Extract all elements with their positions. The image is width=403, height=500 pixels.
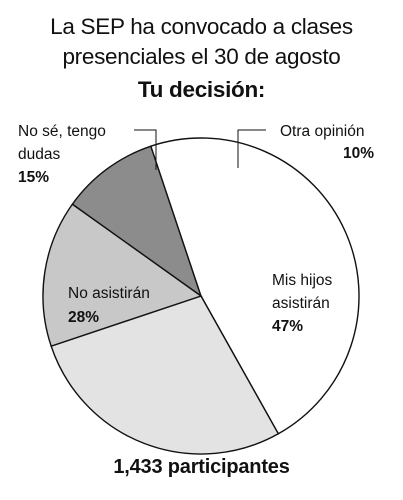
slice-value-2: 47% [272,318,303,335]
participants-count: 1,433 participantes [113,456,290,478]
leader-line-1 [237,129,266,168]
pie-slice-1 [71,145,203,298]
chart-title-line-1: La SEP ha convocado a clases [50,14,353,39]
pie-slice-3 [50,295,280,455]
pie-slices [42,137,360,455]
chart-subtitle: Tu decisión: [137,77,266,102]
slice-value-4: 15% [18,169,49,186]
slice-value-3: 28% [68,309,99,326]
slice-value-1: 10% [343,145,374,162]
slice-label-1: Otra opinión [280,123,364,140]
slice-label-3: No asistirán [68,285,150,302]
pie-slice-4 [42,203,203,348]
pie-slice-2 [149,137,360,435]
leader-line-4 [134,129,157,170]
slice-label-2: Mis hijos asistirán [272,272,333,312]
slice-label-4: No sé, tengo dudas [18,123,106,163]
chart-title-line-2: presenciales el 30 de agosto [62,44,341,69]
leader-lines [134,129,266,170]
slice-labels: Otra opinión 10% Mis hijos asistirán 47% No a… [18,123,374,335]
